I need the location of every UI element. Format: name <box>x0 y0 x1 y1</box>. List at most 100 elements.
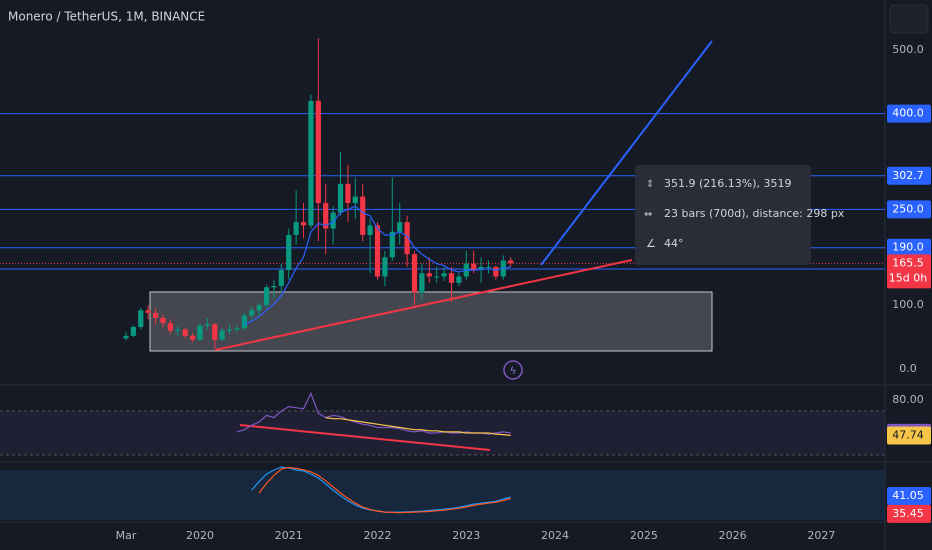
price-tag-label: 190.0 <box>892 241 924 254</box>
candle-body <box>300 222 307 226</box>
rsi-line <box>236 391 511 435</box>
icon: ⇕ <box>646 179 654 190</box>
projection-line[interactable] <box>540 40 713 266</box>
range-box[interactable] <box>149 291 713 352</box>
candle-body <box>345 183 351 204</box>
indicator-tag-label: 35.45 <box>892 507 924 520</box>
candle-body <box>508 260 514 264</box>
candle-body <box>360 196 366 235</box>
rsi-trend-line[interactable] <box>239 424 491 451</box>
indicator-tag <box>887 486 931 505</box>
candle-body <box>212 324 218 340</box>
candle-body <box>286 234 292 271</box>
time-label: 2024 <box>541 529 569 542</box>
indicator-tag <box>887 504 931 523</box>
candle-body <box>389 231 395 258</box>
alert-glyph: ϟ <box>510 366 517 377</box>
symbol-title: Monero / TetherUS, 1M, BINANCE <box>8 10 205 24</box>
price-label: 500.0 <box>892 43 924 56</box>
icon: ⇔ <box>644 209 652 220</box>
candle-body <box>226 329 233 331</box>
candle-body <box>219 330 225 340</box>
price-tag-label: 250.0 <box>892 202 924 215</box>
last-price-tag <box>887 254 931 289</box>
candle-body <box>441 273 447 277</box>
price-tag-label: 400.0 <box>892 107 924 120</box>
trend-line[interactable] <box>214 259 633 351</box>
rsi-band <box>0 411 885 455</box>
candle-body <box>204 324 210 326</box>
candle-body <box>241 315 247 329</box>
candle-body <box>256 305 262 311</box>
time-label: 2025 <box>630 529 658 542</box>
candle-body <box>485 266 492 268</box>
candle-body <box>123 335 129 339</box>
candle-body <box>367 225 373 235</box>
measure-price: 351.9 (216.13%), 3519 <box>664 177 792 190</box>
indicator-tag-label: 41.05 <box>892 489 924 502</box>
candle-body <box>160 317 166 324</box>
price-tag-label: 302.7 <box>892 169 924 182</box>
indicator-tag-label: 47.74 <box>892 428 924 441</box>
candle-body <box>182 329 188 336</box>
moving-average <box>244 205 511 325</box>
candle-body <box>130 326 136 336</box>
candle-body <box>456 276 462 283</box>
candle-body <box>293 222 299 235</box>
measure-angle: 44° <box>664 237 684 250</box>
osc-band <box>0 470 885 520</box>
price-tag <box>887 104 931 123</box>
candle-body <box>152 312 159 318</box>
price-label: 0.0 <box>899 362 917 375</box>
candle-body <box>493 266 499 277</box>
tooltip-box <box>635 165 811 265</box>
last-price-label: 165.5 <box>892 256 924 269</box>
indicator-label: 80.00 <box>892 393 924 406</box>
price-tag <box>887 200 931 219</box>
candle-body <box>145 310 151 313</box>
candle-body <box>352 196 358 204</box>
candle-body <box>189 335 196 340</box>
candle-body <box>404 222 410 255</box>
icon: ∠ <box>646 237 656 250</box>
candle-body <box>175 329 181 331</box>
price-tag <box>887 166 931 185</box>
candle-body <box>330 212 336 229</box>
candle-body <box>426 273 432 277</box>
candle-body <box>308 100 314 226</box>
time-label: 2020 <box>186 529 214 542</box>
candle-body <box>278 270 284 287</box>
alert-icon[interactable] <box>503 360 523 380</box>
candle-body <box>478 266 484 271</box>
candle-body <box>374 225 381 277</box>
price-tag <box>887 238 931 257</box>
price-label: 100.0 <box>892 298 924 311</box>
candle-body <box>138 310 144 327</box>
rsi-line <box>325 417 511 436</box>
time-label: 2027 <box>807 529 835 542</box>
time-label: 2022 <box>364 529 392 542</box>
measure-tooltip: ⇕ 351.9 (216.13%), 3519 ⇔ 23 bars (700d)… <box>635 165 845 265</box>
candle-body <box>411 254 418 293</box>
time-label: Mar <box>116 529 137 542</box>
measure-bars: 23 bars (700d), distance: 298 px <box>664 207 845 220</box>
settings-button[interactable] <box>889 4 929 34</box>
candle-body <box>234 328 240 330</box>
candle-body <box>337 183 344 213</box>
candle-body <box>249 310 255 316</box>
time-label: 2023 <box>452 529 480 542</box>
candle-body <box>471 263 477 271</box>
candle-body <box>323 203 329 229</box>
candle-body <box>271 286 277 288</box>
candle-body <box>167 323 173 331</box>
time-label: 2021 <box>275 529 303 542</box>
candle-body <box>434 276 440 278</box>
candle-body <box>315 100 321 204</box>
candle-body <box>197 325 203 340</box>
indicator-tag <box>887 426 931 445</box>
candle-body <box>382 257 388 277</box>
candle-body <box>448 273 455 283</box>
candle-body <box>397 222 403 232</box>
